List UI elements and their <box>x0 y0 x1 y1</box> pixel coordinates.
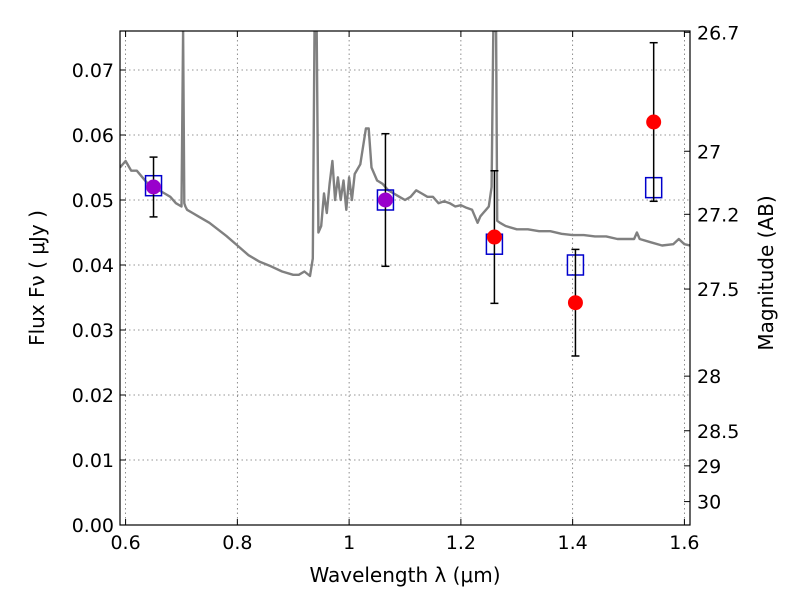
axis-ticks: 0.6 0.8 1 1.2 1.4 1.6 0.00 0.01 0.02 0.03 0.04 0.05… <box>72 22 740 554</box>
model-spectrum-line <box>120 31 690 278</box>
y-tick-label: 0.04 <box>72 255 114 277</box>
x-tick-label: 0.8 <box>222 532 252 554</box>
x-tick-label: 0.6 <box>110 532 140 554</box>
y2-tick-label: 30 <box>697 492 721 514</box>
gridlines <box>120 31 690 526</box>
y-tick-label: 0.02 <box>72 385 114 407</box>
observed-photometry-point <box>377 192 393 208</box>
y2-tick-label: 26.7 <box>697 22 739 44</box>
observed-photometry-point <box>646 114 662 130</box>
observed-photometry-point <box>486 229 502 245</box>
y2-tick-label: 27.5 <box>697 279 739 301</box>
model-photometry-layer <box>144 174 663 276</box>
y-tick-label: 0.05 <box>72 190 114 212</box>
y2-tick-label: 28 <box>697 366 721 388</box>
observed-photometry-layer <box>146 114 662 311</box>
y2-tick-label: 27 <box>697 141 721 163</box>
x-tick-label: 1.4 <box>558 532 588 554</box>
y2-tick-label: 28.5 <box>697 421 739 443</box>
y-tick-label: 0.01 <box>72 450 114 472</box>
y-tick-label: 0.00 <box>72 515 114 537</box>
observed-photometry-point <box>567 295 583 311</box>
y2-tick-label: 29 <box>697 456 721 478</box>
model-spectrum-layer <box>120 31 690 278</box>
y2-axis-label: Magnitude (AB) <box>754 195 778 350</box>
observed-photometry-point <box>146 179 162 195</box>
y-tick-label: 0.03 <box>72 320 114 342</box>
x-axis-label: Wavelength λ (μm) <box>309 563 500 587</box>
x-tick-label: 1.2 <box>446 532 476 554</box>
x-tick-label: 1 <box>343 532 355 554</box>
y2-tick-label: 27.2 <box>697 204 739 226</box>
y-tick-label: 0.07 <box>72 60 114 82</box>
y-tick-label: 0.06 <box>72 125 114 147</box>
x-tick-label: 1.6 <box>669 532 699 554</box>
plot-frame <box>119 30 691 526</box>
y-axis-label: Flux Fν ( μJy ) <box>25 210 49 346</box>
